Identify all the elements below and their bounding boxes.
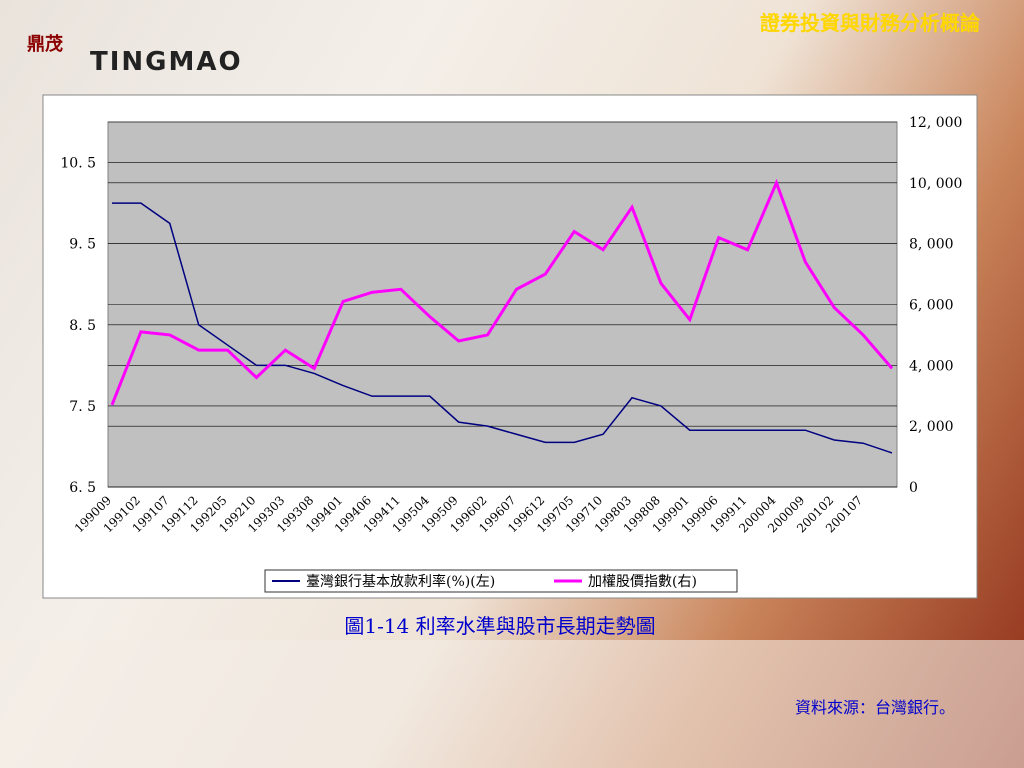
y2-tick-label: 10, 000 bbox=[909, 176, 962, 192]
y-tick-label: 8. 5 bbox=[69, 318, 96, 334]
y-tick-label: 10. 5 bbox=[60, 156, 96, 172]
y-tick-label: 6. 5 bbox=[69, 480, 96, 496]
series-line bbox=[110, 178, 894, 406]
caption: 圖1-14 利率水準與股市長期走勢圖 bbox=[344, 614, 655, 638]
source: 資料來源：台灣銀行。 bbox=[795, 698, 955, 717]
logo-mark: 鼎茂 bbox=[27, 33, 63, 55]
y2-tick-label: 4, 000 bbox=[909, 358, 954, 374]
logo-text: TINGMAO bbox=[90, 47, 243, 77]
footer-band bbox=[0, 640, 1024, 768]
legend-label: 加權股價指數(右) bbox=[588, 573, 697, 590]
y2-tick-label: 2, 000 bbox=[909, 419, 954, 435]
y2-tick-label: 12, 000 bbox=[909, 115, 962, 131]
series-line bbox=[112, 202, 893, 454]
y-tick-label: 7. 5 bbox=[69, 399, 96, 415]
y2-tick-label: 6, 000 bbox=[909, 298, 954, 314]
legend bbox=[264, 569, 738, 593]
y2-tick-label: 8, 000 bbox=[909, 237, 954, 253]
y-tick-label: 9. 5 bbox=[69, 237, 96, 253]
legend-label: 臺灣銀行基本放款利率(%)(左) bbox=[306, 573, 495, 590]
slide-title: 證券投資與財務分析概論 bbox=[760, 11, 981, 35]
y2-tick-label: 0 bbox=[909, 480, 918, 496]
